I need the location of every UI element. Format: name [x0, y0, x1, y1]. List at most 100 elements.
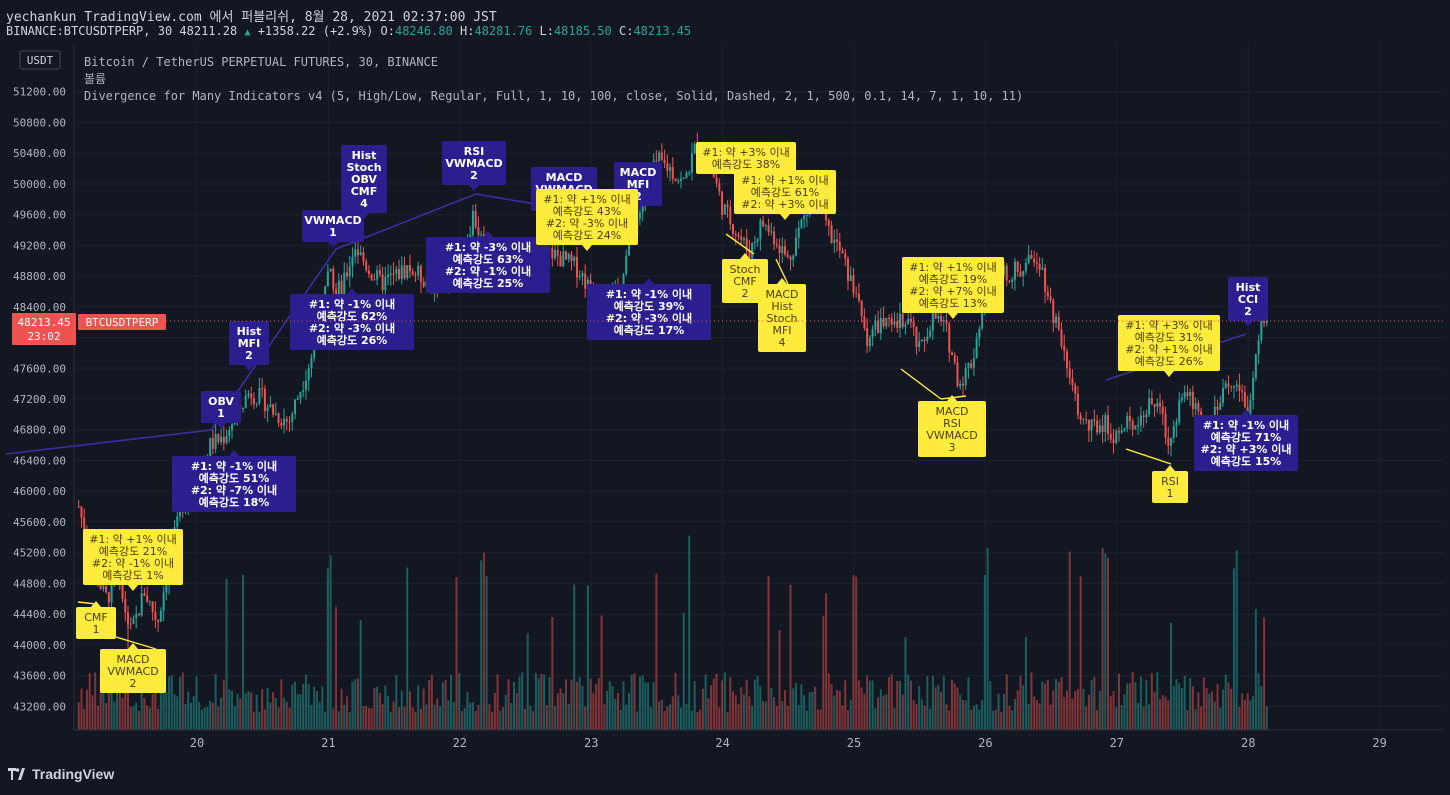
volume-bar — [1139, 676, 1142, 730]
candle — [805, 214, 808, 228]
volume-bar — [540, 673, 543, 730]
label-text: RSI — [943, 417, 961, 430]
candle — [250, 386, 253, 406]
volume-bar — [460, 711, 463, 730]
volume-bar — [685, 703, 688, 730]
volume-bar — [105, 703, 108, 730]
candle — [961, 376, 964, 397]
candle — [389, 265, 392, 286]
legend-indicator[interactable]: Divergence for Many Indicators v4 (5, Hi… — [84, 89, 1023, 103]
label-text: CMF — [351, 185, 378, 198]
volume-bar — [633, 673, 636, 730]
candle — [1216, 399, 1219, 417]
currency-button[interactable]: USDT — [19, 50, 61, 70]
chart-pane[interactable]: 51200.00 50800.00 50400.00 50000.00 49600.00… — [5, 44, 1444, 758]
volume-bar — [554, 706, 557, 730]
candle — [775, 238, 778, 249]
candle — [849, 266, 852, 282]
volume-bar — [1172, 686, 1175, 730]
volume-bar — [781, 701, 784, 730]
volume-bar — [592, 692, 595, 730]
candle — [326, 264, 329, 287]
volume-bar — [863, 693, 866, 730]
candle — [759, 218, 762, 251]
volume-bar — [836, 690, 839, 730]
candle — [1074, 382, 1077, 402]
candle — [263, 385, 266, 419]
candle — [296, 395, 299, 400]
label-text: MACD — [766, 288, 799, 301]
candle — [562, 242, 565, 268]
volume-bar — [343, 704, 346, 730]
candle — [387, 264, 390, 286]
volume-bar — [211, 702, 214, 730]
candle — [291, 411, 294, 431]
close-value: 48213.45 — [633, 24, 692, 38]
candle — [578, 270, 581, 281]
volume-bar — [157, 708, 160, 730]
bullish-divergence-line — [115, 636, 157, 650]
volume-bar — [231, 690, 234, 730]
tradingview-logo[interactable]: TradingView — [8, 766, 114, 782]
candle — [381, 266, 384, 298]
candle — [1082, 418, 1085, 425]
volume-bar — [1167, 700, 1170, 730]
candle — [1153, 403, 1156, 417]
volume-bar — [507, 679, 510, 730]
volume-bar — [597, 678, 600, 730]
candle — [1241, 384, 1244, 402]
label-text: Hist — [237, 325, 262, 338]
volume-bar — [849, 699, 852, 730]
label-text: #1: 약 +1% 이내 — [543, 192, 630, 206]
candle — [140, 583, 143, 617]
label-text: #1: 약 -1% 이내 — [191, 459, 277, 473]
candle — [422, 277, 425, 288]
candle — [343, 262, 346, 298]
candle — [159, 607, 162, 623]
candle — [1235, 380, 1238, 392]
candle — [556, 243, 559, 267]
label-text: 예측강도 26% — [1135, 355, 1203, 368]
bullish-divergence-line — [77, 601, 97, 605]
legend-volume[interactable]: 볼륨 — [84, 72, 106, 86]
y-tick-label: 50000.00 — [13, 178, 66, 191]
candle — [559, 250, 562, 267]
volume-bar — [877, 697, 880, 730]
candle — [283, 408, 286, 434]
volume-bar — [789, 584, 792, 730]
volume-bar — [469, 702, 472, 730]
volume-bar — [1093, 676, 1096, 730]
legend-title[interactable]: Bitcoin / TetherUS PERPETUAL FUTURES, 30… — [84, 55, 438, 69]
price-chart[interactable]: 51200.00 50800.00 50400.00 50000.00 49600.00… — [5, 44, 1444, 758]
candle — [836, 228, 839, 252]
volume-bar — [1082, 688, 1085, 730]
candle — [833, 229, 836, 253]
volume-bar — [436, 698, 439, 730]
volume-bar — [742, 694, 745, 730]
candle — [863, 308, 866, 331]
label-text: 예측강도 31% — [1135, 331, 1203, 344]
candle — [1093, 409, 1096, 427]
tag-symbol: BTCUSDTPERP — [86, 316, 159, 329]
candle — [228, 426, 231, 443]
label-text: 1 — [329, 226, 337, 239]
candle — [1183, 385, 1186, 403]
candle — [1117, 427, 1120, 442]
volume-bar — [704, 674, 707, 730]
candle — [767, 218, 770, 236]
candle — [827, 218, 830, 237]
volume-bar — [953, 683, 956, 730]
volume-bar — [228, 689, 231, 730]
volume-bar — [148, 707, 151, 730]
candle — [784, 239, 787, 257]
volume-bar — [940, 691, 943, 730]
candle — [794, 228, 797, 257]
volume-bar — [1107, 557, 1110, 730]
bullish-divergence-line — [900, 368, 942, 400]
volume-bar — [967, 677, 970, 730]
candle — [280, 418, 283, 430]
volume-bar — [107, 684, 110, 730]
volume-bar — [611, 686, 614, 730]
candle — [1134, 425, 1137, 430]
